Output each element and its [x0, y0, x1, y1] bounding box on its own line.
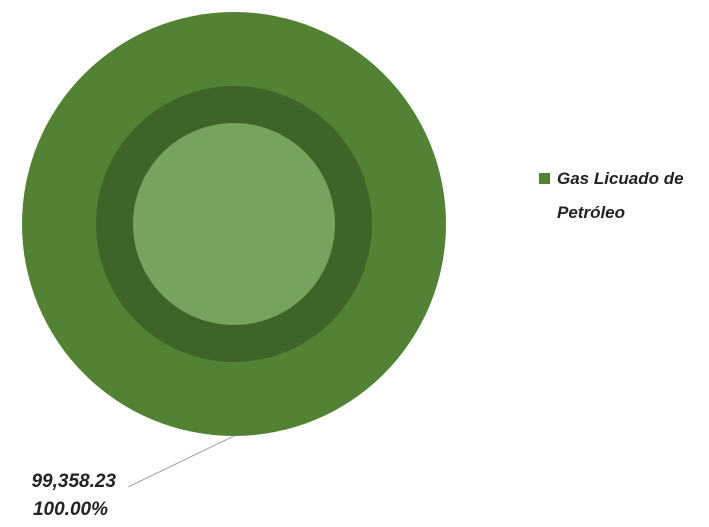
data-label-value: 99,358.23	[31, 471, 116, 492]
data-label-percent: 100.00%	[33, 499, 108, 520]
pie-slices	[22, 12, 446, 436]
data-label-leader-line	[127, 435, 235, 488]
legend-label-line-1: Gas Licuado de	[557, 169, 684, 188]
legend-swatch	[539, 173, 550, 184]
legend: Gas Licuado de Petróleo	[539, 169, 684, 222]
pie-bevel-center	[133, 123, 335, 325]
legend-label-line-2: Petróleo	[557, 203, 625, 222]
